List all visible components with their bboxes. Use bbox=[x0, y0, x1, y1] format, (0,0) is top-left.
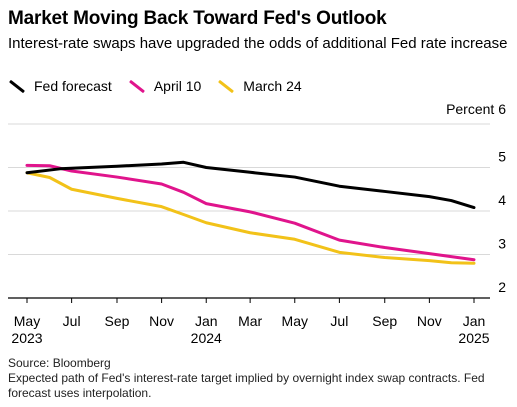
series-line-april-10 bbox=[25, 163, 476, 262]
x-tick-label-4: Jan bbox=[195, 313, 218, 329]
y-tick-label-5: 5 bbox=[498, 149, 506, 165]
x-year-label-2024: 2024 bbox=[191, 330, 222, 346]
series-layer bbox=[25, 160, 476, 265]
source-note: Source: Bloomberg bbox=[8, 356, 111, 370]
legend-item-fed-forecast: Fed forecast bbox=[8, 78, 112, 94]
chart-subtitle: Interest-rate swaps have upgraded the od… bbox=[8, 35, 508, 52]
legend-item-april-10: April 10 bbox=[128, 78, 201, 94]
x-tick-label-8: Sep bbox=[372, 313, 397, 329]
x-tick-label-1: Jul bbox=[63, 313, 81, 329]
legend-label-march-24: March 24 bbox=[243, 78, 302, 94]
legend: Fed forecast April 10 March 24 bbox=[8, 77, 318, 95]
series-line-fed-forecast bbox=[25, 160, 476, 210]
y-tick-label-2: 2 bbox=[498, 279, 506, 295]
chart-title: Market Moving Back Toward Fed's Outlook bbox=[8, 8, 387, 29]
legend-label-fed-forecast: Fed forecast bbox=[34, 78, 112, 94]
legend-label-april-10: April 10 bbox=[153, 78, 202, 94]
y-tick-label-4: 4 bbox=[498, 192, 506, 208]
x-tick-label-10: Jan bbox=[463, 313, 486, 329]
chart-footer: Source: Bloomberg Expected path of Fed's… bbox=[8, 356, 513, 401]
grid-layer bbox=[8, 123, 490, 299]
x-tick-label-0: May bbox=[14, 313, 40, 329]
x-tick-label-2: Sep bbox=[105, 313, 130, 329]
x-tick-label-5: Mar bbox=[238, 313, 262, 329]
x-tick-label-3: Nov bbox=[149, 313, 174, 329]
x-tick-label-7: Jul bbox=[330, 313, 348, 329]
x-tick-label-6: May bbox=[282, 313, 308, 329]
x-year-label-2023: 2023 bbox=[11, 330, 42, 346]
legend-item-march-24: March 24 bbox=[217, 78, 302, 94]
y-tick-label-3: 3 bbox=[498, 236, 506, 252]
y-tick-label-6: Percent 6 bbox=[446, 101, 506, 117]
x-tick-label-9: Nov bbox=[417, 313, 442, 329]
series-line-march-24 bbox=[25, 171, 476, 265]
x-year-label-2025: 2025 bbox=[458, 330, 489, 346]
method-note: Expected path of Fed's interest-rate tar… bbox=[8, 371, 485, 400]
